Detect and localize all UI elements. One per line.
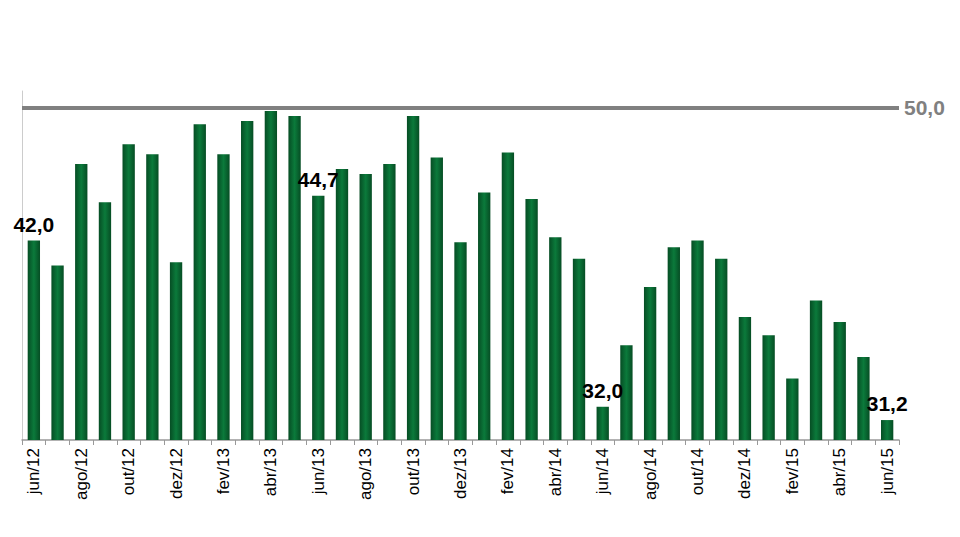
svg-text:jun/14: jun/14 (593, 448, 612, 495)
svg-text:out/12: out/12 (119, 448, 138, 495)
svg-text:out/13: out/13 (404, 448, 423, 495)
svg-text:jun/15: jun/15 (878, 448, 897, 495)
svg-text:jun/12: jun/12 (24, 448, 43, 495)
svg-text:dez/12: dez/12 (167, 448, 186, 499)
svg-text:fev/15: fev/15 (783, 448, 802, 494)
svg-text:44,7: 44,7 (298, 168, 339, 191)
svg-text:out/14: out/14 (688, 448, 707, 495)
svg-text:dez/13: dez/13 (451, 448, 470, 499)
svg-text:abr/13: abr/13 (261, 448, 280, 496)
svg-text:jun/13: jun/13 (309, 448, 328, 495)
svg-text:42,0: 42,0 (13, 213, 54, 236)
svg-text:abr/14: abr/14 (546, 448, 565, 496)
svg-text:fev/13: fev/13 (214, 448, 233, 494)
svg-text:32,0: 32,0 (582, 379, 623, 402)
svg-text:ago/14: ago/14 (641, 448, 660, 500)
svg-text:abr/15: abr/15 (830, 448, 849, 496)
svg-text:ago/13: ago/13 (356, 448, 375, 500)
svg-text:31,2: 31,2 (867, 392, 908, 415)
svg-text:fev/14: fev/14 (498, 448, 517, 494)
svg-text:dez/14: dez/14 (735, 448, 754, 499)
svg-text:ago/12: ago/12 (72, 448, 91, 500)
svg-text:50,0: 50,0 (904, 96, 945, 119)
